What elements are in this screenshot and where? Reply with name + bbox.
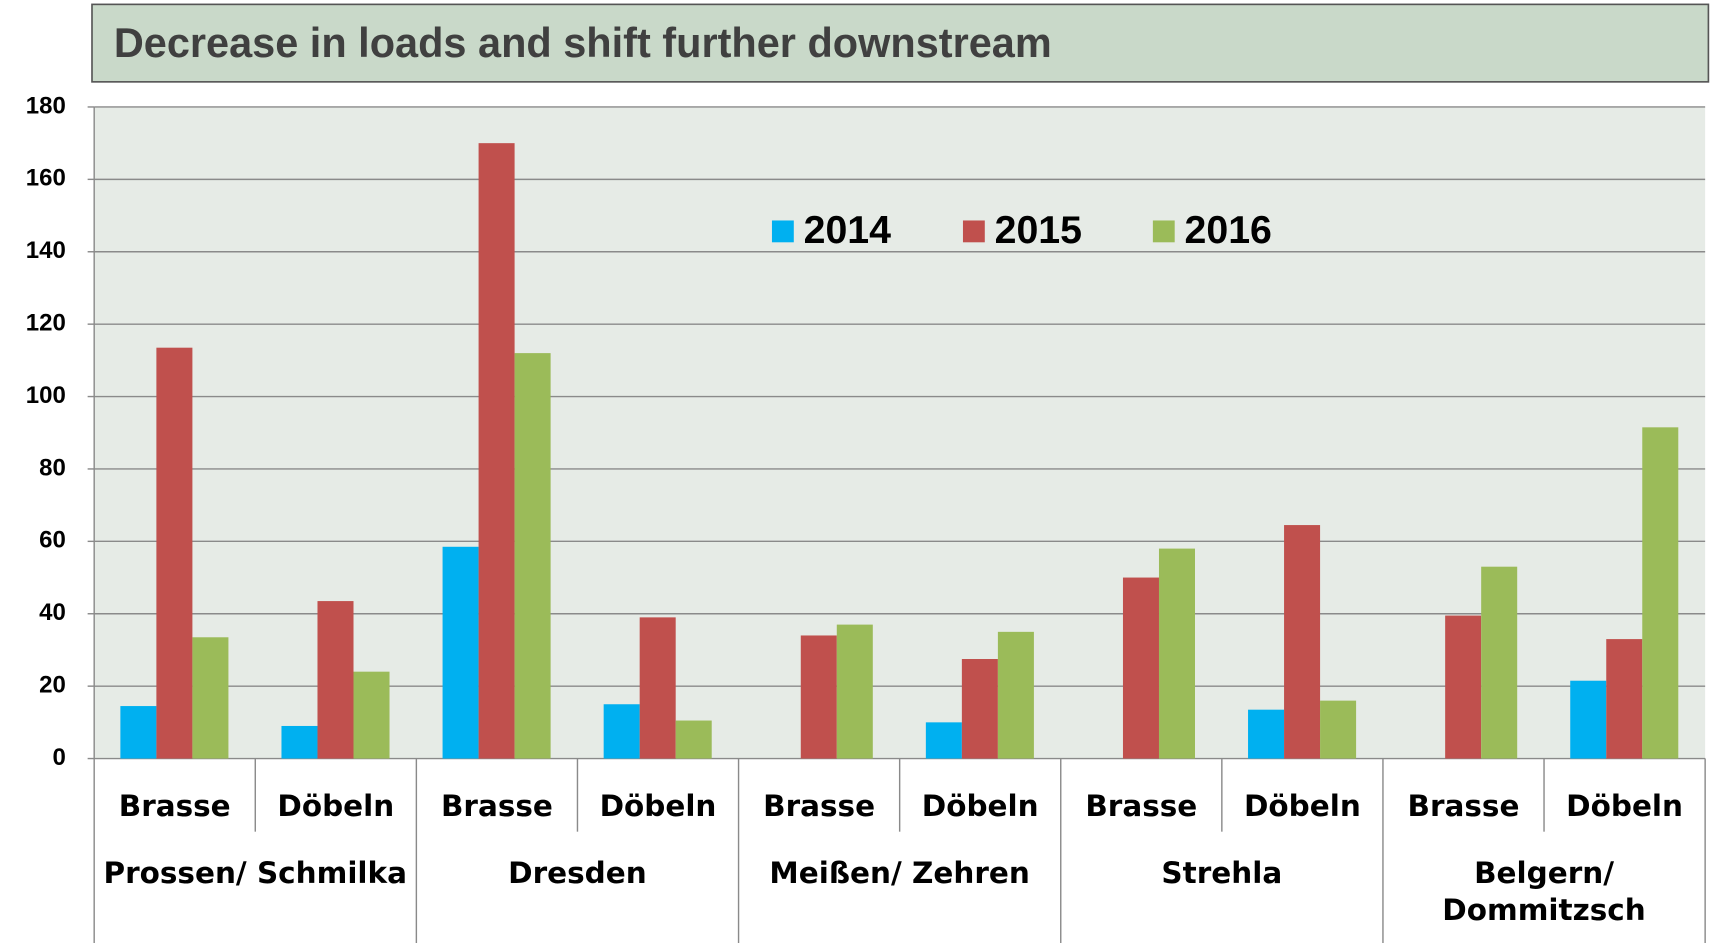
chart-title: Decrease in loads and shift further down… (114, 19, 1052, 66)
bar (1122, 577, 1159, 759)
group-label-box: Meißen/ Zehren (769, 856, 1030, 891)
group-label-box: Prossen/ Schmilka (103, 856, 408, 891)
x-tick-label: Brasse (119, 789, 231, 823)
y-tick-label: 120 (26, 309, 66, 336)
bar (1320, 700, 1357, 759)
group-label: Belgern/ Dommitzsch (1442, 856, 1646, 928)
legend-swatch (962, 220, 985, 243)
legend-swatch (771, 220, 794, 243)
legend-swatch (1152, 220, 1175, 243)
bar (281, 725, 318, 759)
group-label: Strehla (1161, 856, 1283, 891)
group-label-box: Belgern/ Dommitzsch (1442, 856, 1646, 928)
legend-label: 2015 (995, 208, 1082, 252)
legend-label: 2016 (1185, 208, 1272, 252)
bar (1445, 615, 1482, 759)
bar (1570, 680, 1607, 759)
group-label-box: Strehla (1161, 856, 1283, 891)
bar (925, 722, 962, 759)
bar (997, 631, 1034, 759)
bar (1606, 639, 1643, 759)
x-tick-label: Brasse (1408, 789, 1520, 823)
title-box (91, 3, 1710, 83)
group-label-box: Dresden (508, 856, 647, 891)
x-tick-label: Döbeln (922, 789, 1039, 823)
y-tick-label: 180 (26, 92, 66, 119)
bar (800, 635, 837, 759)
x-tick-label: Döbeln (277, 789, 394, 823)
bar (442, 546, 479, 759)
bar (192, 637, 229, 759)
bar (1284, 525, 1321, 759)
bar (639, 617, 676, 759)
y-tick-label: 0 (52, 744, 65, 771)
y-tick-label: 100 (26, 382, 66, 409)
bar (1248, 709, 1285, 759)
x-tick-label: Döbeln (600, 789, 717, 823)
group-label: Dresden (508, 856, 647, 891)
legend-label: 2014 (804, 208, 892, 252)
bar (675, 720, 712, 759)
x-tick-label: Brasse (1085, 789, 1197, 823)
x-tick-label: Brasse (441, 789, 553, 823)
x-tick-label: Döbeln (1566, 789, 1683, 823)
x-tick-label: Döbeln (1244, 789, 1361, 823)
x-tick-label: Brasse (763, 789, 875, 823)
bar (478, 143, 515, 759)
y-tick-label: 160 (26, 165, 66, 192)
bar (1158, 548, 1195, 759)
group-label: Prossen/ Schmilka (103, 856, 408, 891)
bar (120, 706, 157, 759)
bar (514, 353, 551, 759)
bar (836, 624, 873, 759)
bar (317, 601, 354, 759)
y-tick-label: 80 (39, 454, 66, 481)
bar (961, 658, 998, 759)
y-tick-label: 60 (39, 527, 66, 554)
bar (1481, 566, 1518, 759)
group-label: Meißen/ Zehren (769, 856, 1030, 891)
bar (1642, 427, 1679, 759)
plot-area (94, 106, 1706, 759)
bar (353, 671, 390, 759)
y-tick-label: 40 (39, 599, 66, 626)
bar (156, 347, 193, 759)
y-tick-label: 20 (39, 671, 66, 698)
bar (603, 704, 640, 759)
y-tick-label: 140 (26, 237, 66, 264)
